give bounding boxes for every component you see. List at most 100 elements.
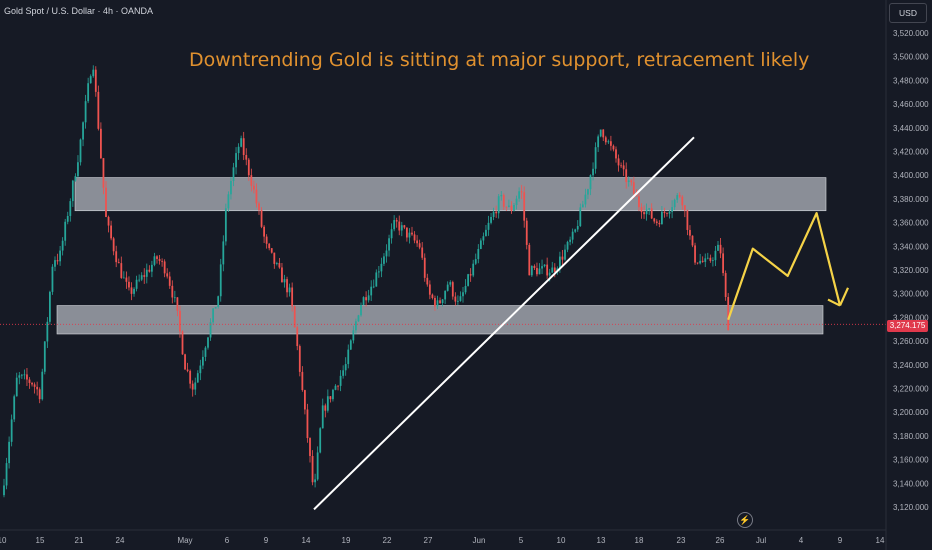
- candles-layer: [3, 65, 730, 498]
- price-tick-label: 3,360.000: [893, 219, 929, 228]
- price-tick-label: 3,400.000: [893, 171, 929, 180]
- candle: [31, 381, 33, 387]
- candle: [655, 219, 658, 226]
- candle: [342, 365, 345, 379]
- candle: [576, 220, 579, 232]
- time-tick-label: 24: [116, 536, 125, 545]
- candle: [301, 366, 304, 392]
- lightning-icon[interactable]: ⚡: [737, 512, 753, 528]
- candle: [645, 203, 648, 221]
- candle: [240, 135, 243, 148]
- zone-resistance: [74, 177, 827, 212]
- candle: [594, 142, 597, 174]
- candle: [454, 292, 457, 306]
- candle: [610, 135, 612, 151]
- candle: [15, 372, 18, 397]
- candle: [349, 339, 352, 351]
- candle: [352, 325, 355, 344]
- candle: [459, 291, 462, 302]
- candle: [724, 270, 727, 301]
- candle: [418, 239, 421, 250]
- candle: [242, 131, 245, 161]
- candle: [110, 220, 112, 241]
- currency-button[interactable]: USD: [889, 3, 927, 23]
- candle: [89, 74, 92, 84]
- candle: [648, 207, 651, 215]
- candle: [148, 265, 151, 273]
- uptrend-line: [313, 136, 695, 511]
- time-tick-label: 23: [677, 536, 686, 545]
- candle: [722, 247, 724, 276]
- candle: [125, 271, 128, 289]
- candle: [485, 225, 487, 237]
- price-tick-label: 3,220.000: [893, 385, 929, 394]
- candle: [587, 188, 589, 200]
- candle: [217, 295, 220, 309]
- candle: [120, 256, 123, 279]
- candle: [467, 273, 469, 287]
- candle: [584, 188, 587, 208]
- candle: [538, 263, 541, 275]
- candle: [689, 225, 691, 240]
- candle: [329, 396, 332, 403]
- candle: [158, 254, 161, 265]
- candle: [650, 203, 653, 220]
- price-tick-label: 3,320.000: [893, 266, 929, 275]
- candle: [617, 154, 620, 172]
- candle: [416, 235, 418, 247]
- candle: [701, 256, 704, 263]
- candle: [449, 280, 452, 287]
- candle: [393, 215, 396, 232]
- time-tick-label: 21: [75, 536, 84, 545]
- candle: [592, 162, 594, 181]
- time-tick-label: 10: [557, 536, 566, 545]
- candle: [706, 252, 709, 260]
- candle: [291, 282, 294, 312]
- candle: [528, 242, 531, 276]
- candle: [666, 212, 668, 217]
- candle: [311, 450, 314, 486]
- candle: [383, 253, 385, 266]
- candle: [214, 306, 217, 309]
- candle: [227, 191, 230, 212]
- candle: [260, 207, 263, 229]
- projection-arrow-head: [827, 298, 841, 307]
- candle: [492, 207, 495, 221]
- candle: [683, 205, 686, 218]
- candle: [574, 228, 577, 233]
- candle: [324, 403, 327, 418]
- candle: [23, 369, 26, 380]
- candle: [230, 176, 232, 200]
- candle: [235, 147, 237, 175]
- candle: [472, 259, 475, 278]
- candle: [107, 215, 110, 233]
- candle: [194, 377, 197, 396]
- candle: [446, 281, 449, 292]
- candle: [551, 261, 554, 273]
- symbol-header[interactable]: Gold Spot / U.S. Dollar · 4h · OANDA: [4, 6, 154, 16]
- time-tick-label: 26: [716, 536, 725, 545]
- candle: [202, 350, 204, 370]
- candle: [66, 211, 69, 225]
- candle: [681, 195, 684, 210]
- candle: [94, 66, 97, 97]
- candle: [38, 387, 41, 404]
- price-tick-label: 3,440.000: [893, 124, 929, 133]
- chart-title-annotation: Downtrending Gold is sitting at major su…: [189, 49, 810, 71]
- candle: [156, 255, 158, 264]
- zones-layer: [56, 177, 827, 335]
- candle: [546, 257, 549, 279]
- candle: [263, 225, 265, 243]
- price-tick-label: 3,300.000: [893, 290, 929, 299]
- candle: [502, 193, 505, 210]
- candle: [408, 228, 411, 244]
- candle: [625, 162, 628, 189]
- candle: [181, 330, 184, 355]
- projection-arrow-head: [838, 287, 850, 307]
- candle: [143, 268, 146, 284]
- candle: [255, 183, 258, 208]
- candle: [278, 258, 281, 269]
- candle: [171, 280, 174, 304]
- candle: [163, 259, 166, 278]
